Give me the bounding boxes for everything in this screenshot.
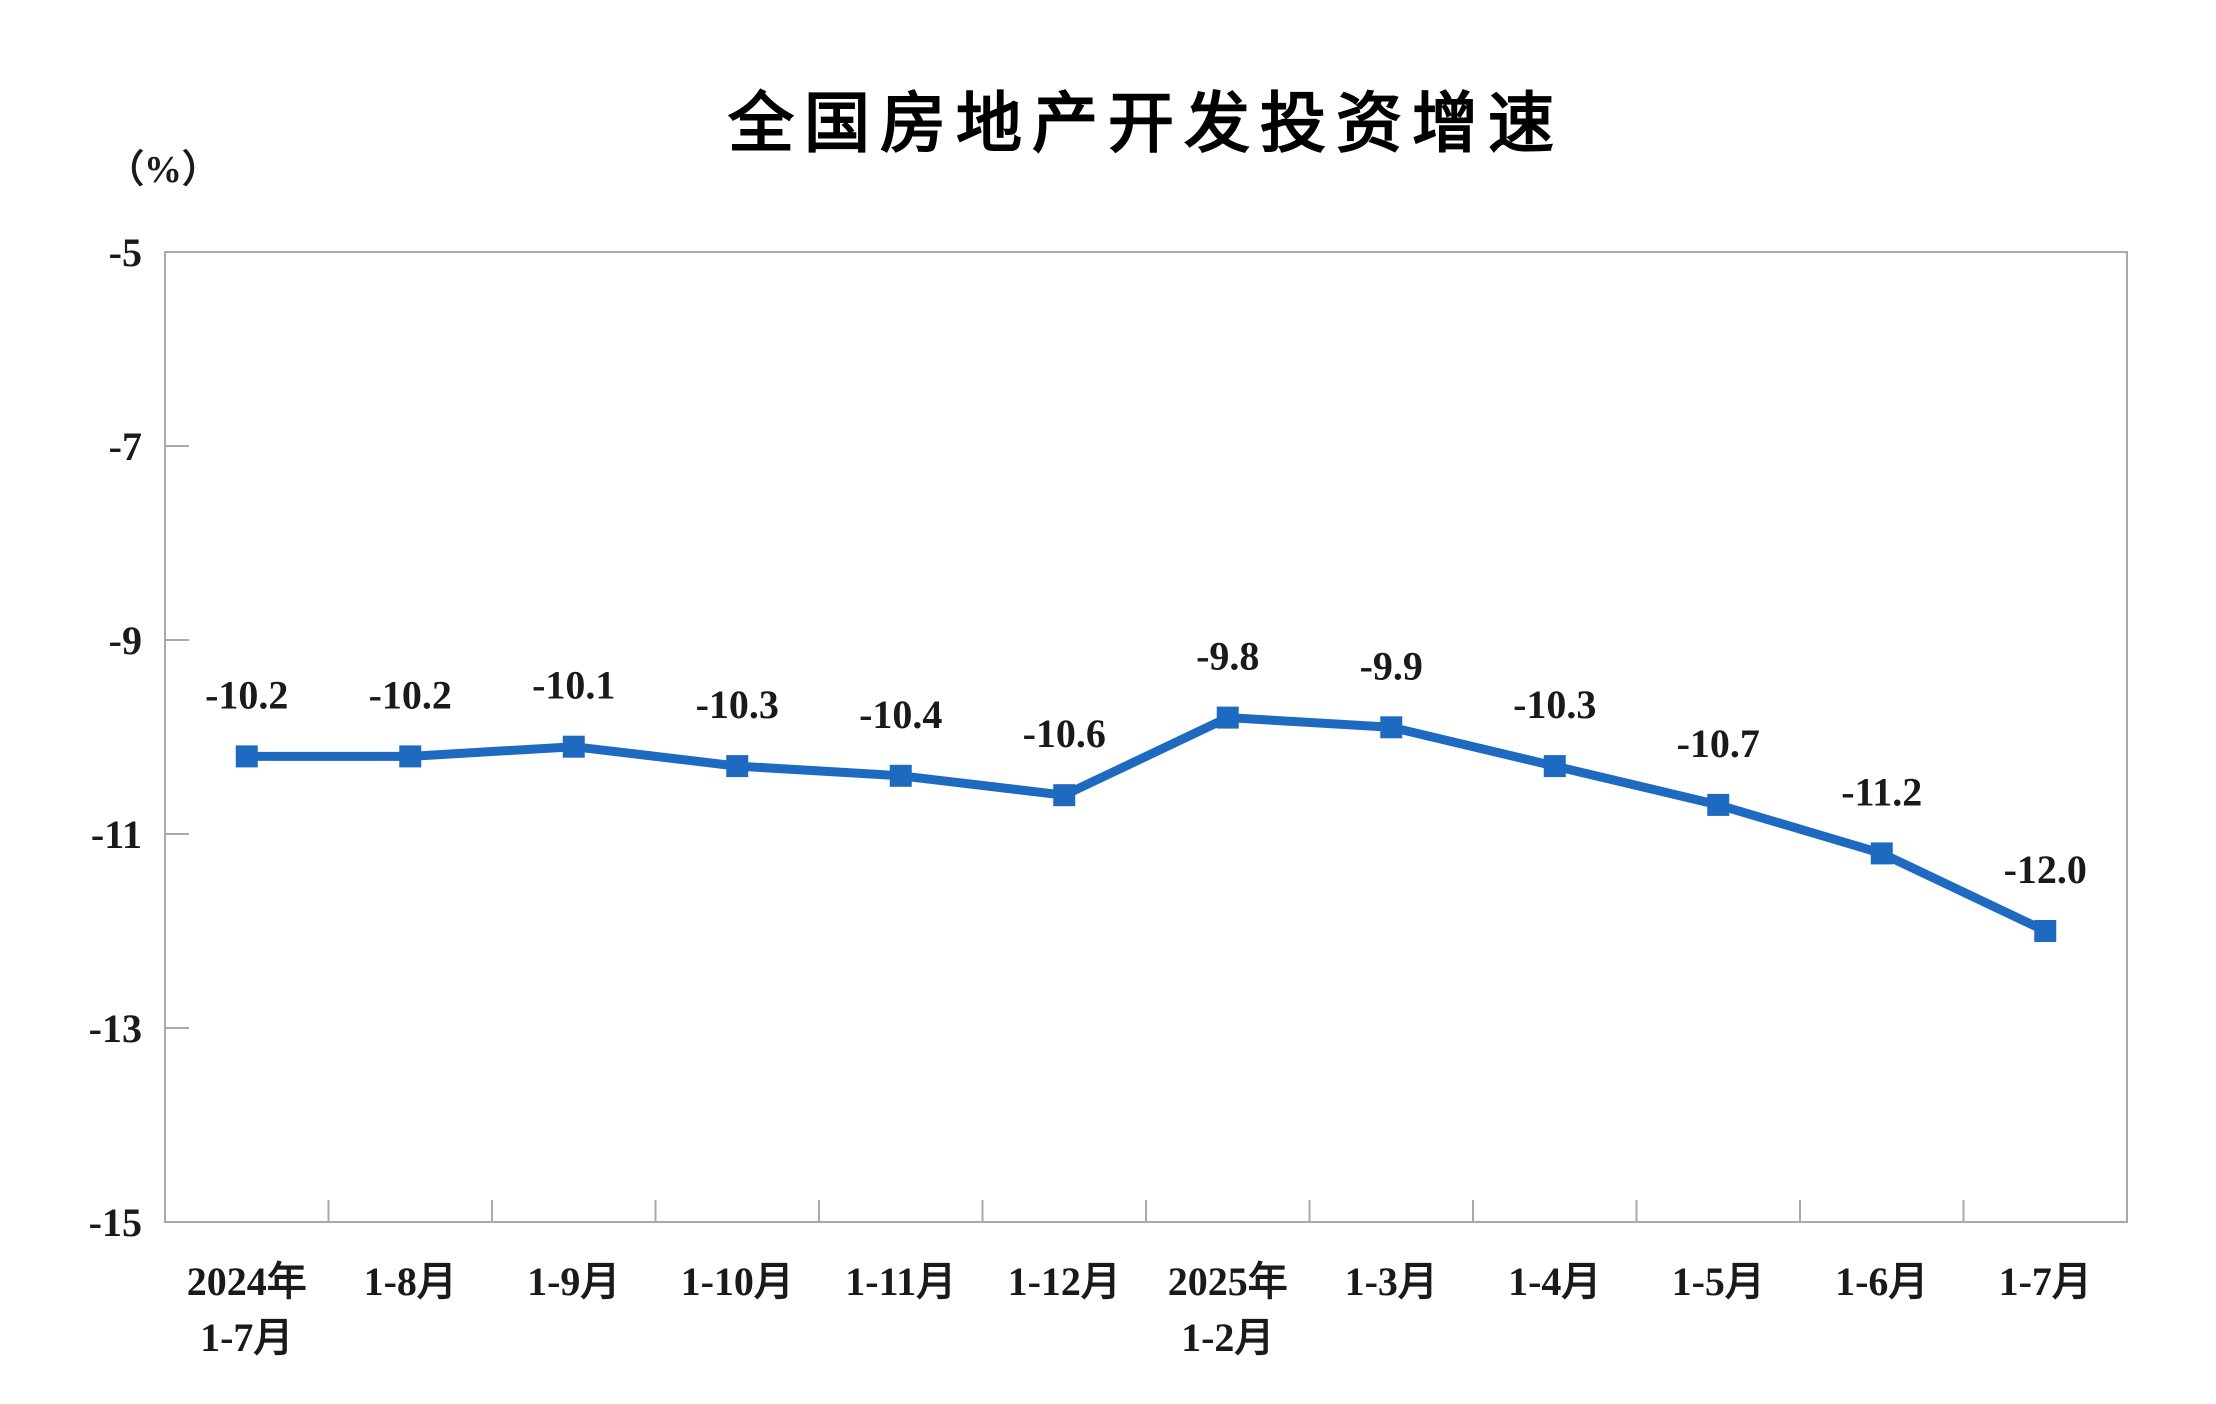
x-category-label-line: 1-6月 <box>1835 1259 1928 1304</box>
x-category-label-line: 2024年 <box>187 1259 307 1304</box>
data-point-label: -10.4 <box>859 692 942 737</box>
x-category-label: 1-6月 <box>1835 1259 1928 1304</box>
data-point-marker <box>562 735 585 758</box>
x-category-label: 1-11月 <box>845 1259 956 1304</box>
data-point-marker <box>1543 755 1566 778</box>
data-point-label: -12.0 <box>2004 847 2087 892</box>
line-series <box>235 706 2057 942</box>
x-category-label-line: 1-2月 <box>1181 1315 1274 1360</box>
x-category-label-line: 1-7月 <box>200 1315 293 1360</box>
data-point-label: -10.2 <box>205 672 288 717</box>
x-category-label-line: 1-11月 <box>845 1259 956 1304</box>
data-point-marker <box>1870 842 1893 865</box>
data-point-label: -11.2 <box>1841 769 1922 814</box>
x-category-label: 1-9月 <box>527 1259 620 1304</box>
data-point-label: -10.3 <box>696 682 779 727</box>
x-category-label: 2024年 1-7月 <box>187 1259 307 1360</box>
x-category-label: 2025年 1-2月 <box>1168 1259 1288 1360</box>
x-category-label-line: 2025年 <box>1168 1259 1288 1304</box>
y-tick-label: -9 <box>109 618 142 663</box>
data-point-marker <box>726 755 749 778</box>
x-category-label: 1-10月 <box>681 1259 794 1304</box>
plot-area-border <box>164 251 2128 1223</box>
x-category-label-line: 1-9月 <box>527 1259 620 1304</box>
x-category-label-line: 1-8月 <box>364 1259 457 1304</box>
y-tick-label: -15 <box>89 1200 142 1245</box>
x-category-label-line: 1-12月 <box>1008 1259 1121 1304</box>
y-axis: -5 -7 -9 -11 -13 -15 <box>89 230 189 1245</box>
series-line <box>242 713 2050 936</box>
y-axis-unit-label: （%） <box>106 149 220 191</box>
y-tick-label: -13 <box>89 1006 142 1051</box>
x-category-label: 1-4月 <box>1508 1259 1601 1304</box>
data-point-marker <box>1380 716 1403 739</box>
x-category-label: 1-7月 <box>1999 1259 2092 1304</box>
data-point-label: -10.1 <box>532 663 615 708</box>
data-point-marker <box>1707 793 1730 816</box>
data-point-label: -10.2 <box>369 672 452 717</box>
data-point-marker <box>1053 784 1076 807</box>
x-category-label: 1-8月 <box>364 1259 457 1304</box>
data-point-marker <box>235 745 258 768</box>
data-point-marker <box>1216 706 1239 729</box>
chart-title: 全国房地产开发投资增速 <box>727 86 1564 160</box>
data-point-label: -10.6 <box>1023 711 1106 756</box>
data-point-marker <box>2034 920 2057 942</box>
data-point-label: -9.9 <box>1360 643 1423 688</box>
x-category-label-line: 1-7月 <box>1999 1259 2092 1304</box>
x-category-label-line: 1-4月 <box>1508 1259 1601 1304</box>
x-category-label: 1-3月 <box>1345 1259 1438 1304</box>
data-point-label: -10.7 <box>1677 721 1760 766</box>
y-tick-label: -5 <box>109 230 142 275</box>
data-point-marker <box>889 764 912 787</box>
x-category-label-line: 1-3月 <box>1345 1259 1438 1304</box>
x-axis: 2024年 1-7月 1-8月 1-9月 1-10月 1-11月 1-12月 2025年 1-2… <box>187 1200 2092 1360</box>
data-point-label: -9.8 <box>1196 634 1259 679</box>
x-category-label: 1-12月 <box>1008 1259 1121 1304</box>
x-category-label-line: 1-5月 <box>1672 1259 1765 1304</box>
data-labels: -10.2 -10.2 -10.1 -10.3 -10.4 -10.6 -9.8 -9.9 -1… <box>205 634 2087 892</box>
x-category-label-line: 1-10月 <box>681 1259 794 1304</box>
data-point-marker <box>399 745 422 768</box>
data-point-label: -10.3 <box>1513 682 1596 727</box>
y-tick-label: -7 <box>109 424 142 469</box>
x-category-label: 1-5月 <box>1672 1259 1765 1304</box>
y-tick-label: -11 <box>91 812 142 857</box>
